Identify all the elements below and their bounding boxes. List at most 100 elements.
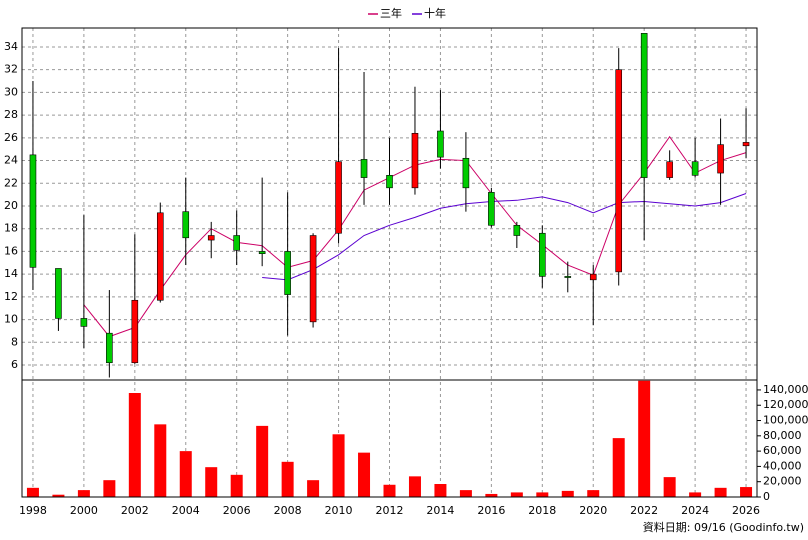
candle-body (55, 268, 62, 319)
candle-body (131, 299, 139, 364)
candle-body (386, 175, 393, 189)
x-tick-label: 2010 (325, 504, 353, 517)
volume-bar (408, 476, 421, 497)
candle-body (106, 332, 113, 364)
x-tick-label: 2024 (681, 504, 709, 517)
y-tick-label: 120,000 (763, 398, 808, 411)
x-tick-label: 2018 (528, 504, 556, 517)
candle-body (309, 235, 317, 323)
volume-bar (281, 461, 294, 497)
candle-body (29, 154, 37, 268)
candle-body (539, 232, 546, 277)
y-tick-label: 30 (4, 85, 18, 98)
volume-bar (256, 425, 269, 497)
y-tick-label: 8 (11, 335, 18, 348)
candle-body (717, 144, 724, 174)
candle-body (691, 161, 699, 176)
candle-body (182, 211, 190, 239)
volume-bar (128, 393, 141, 497)
y-tick-label: 6 (11, 358, 18, 371)
y-tick-label: 28 (4, 108, 18, 121)
x-tick-label: 2004 (172, 504, 200, 517)
candle-body (335, 161, 342, 234)
volume-bar (230, 474, 243, 497)
y-tick-label: 140,000 (763, 383, 808, 396)
plot-frame (21, 27, 758, 498)
volume-bar (307, 480, 320, 497)
candle-body (640, 33, 648, 178)
candle-body (411, 132, 419, 189)
volume-bar (77, 490, 90, 497)
y-tick-label: 80,000 (763, 429, 802, 442)
x-tick-label: 2026 (732, 504, 760, 517)
y-tick-label: 26 (4, 131, 18, 144)
candle-body (488, 192, 495, 226)
y-tick-label: 12 (4, 290, 18, 303)
y-tick-label: 100,000 (763, 414, 808, 427)
volume-bar (179, 451, 192, 497)
y-tick-label: 34 (4, 40, 18, 53)
candle-body (513, 224, 521, 236)
x-tick-label: 2022 (630, 504, 658, 517)
legend-label: 十年 (424, 6, 446, 20)
x-tick-label: 2016 (477, 504, 505, 517)
y-tick-label: 20 (4, 199, 18, 212)
y-tick-label: 10 (4, 313, 18, 326)
source-note: 資料日期: 09/16 (Goodinfo.tw) (643, 520, 804, 534)
candle-body (564, 276, 572, 278)
x-tick-label: 2002 (121, 504, 149, 517)
y-tick-label: 32 (4, 63, 18, 76)
volume-bar (714, 487, 727, 497)
x-tick-label: 2012 (376, 504, 404, 517)
candle-body (80, 318, 88, 327)
volume-bar (638, 380, 651, 497)
volume-bar (663, 477, 676, 497)
candle-body (360, 159, 368, 178)
y-tick-label: 0 (763, 490, 770, 503)
candle-body (207, 235, 215, 241)
volume-bar (332, 434, 345, 497)
y-tick-label: 22 (4, 176, 18, 189)
y-tick-label: 40,000 (763, 459, 802, 472)
x-tick-label: 2006 (223, 504, 251, 517)
candle-body (615, 69, 623, 273)
y-tick-label: 60,000 (763, 444, 802, 457)
y-tick-label: 16 (4, 244, 18, 257)
candle-body (742, 142, 750, 147)
candle-body (258, 251, 266, 254)
volume-bar (52, 494, 65, 497)
candle-body (589, 273, 597, 281)
volume-bar (383, 484, 396, 497)
volume-bar (434, 484, 447, 497)
volume-bar (485, 493, 498, 497)
volume-bar (587, 490, 600, 497)
volume-bar (103, 480, 116, 497)
volume-bar (459, 490, 472, 497)
x-tick-label: 2000 (70, 504, 98, 517)
x-tick-label: 1998 (19, 504, 47, 517)
candle-body (462, 157, 470, 189)
volume-bar (510, 492, 523, 497)
candle-body (437, 130, 444, 158)
volume-bar (740, 487, 753, 497)
volume-bar (612, 438, 625, 497)
volume-bar (536, 492, 549, 497)
volume-bar (26, 487, 39, 497)
x-tick-label: 2020 (579, 504, 607, 517)
y-tick-label: 14 (4, 267, 18, 280)
candle-body (233, 235, 240, 251)
candle-body (284, 251, 291, 295)
volume-bar (154, 424, 167, 497)
legend-label: 三年 (380, 6, 402, 20)
ma-line (262, 193, 747, 281)
volume-bar (561, 490, 574, 497)
candle-body (666, 161, 673, 178)
volume-bar (689, 492, 702, 497)
volume-bar (358, 452, 371, 497)
y-tick-label: 18 (4, 222, 18, 235)
candle-body (156, 212, 164, 301)
x-tick-label: 2014 (426, 504, 454, 517)
volume-bar (205, 467, 218, 497)
